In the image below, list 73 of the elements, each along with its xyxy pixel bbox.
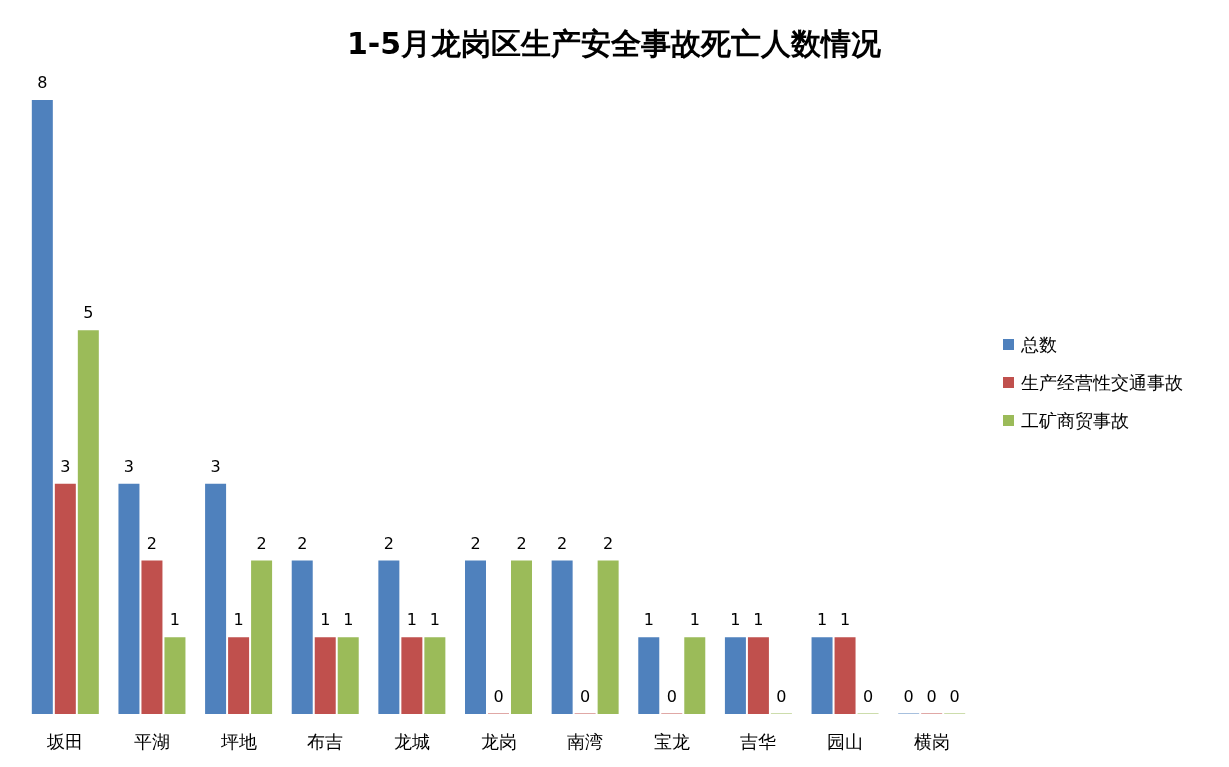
data-label: 1 <box>753 610 764 630</box>
bar <box>31 100 53 714</box>
chart-title: 1-5月龙岗区生产安全事故死亡人数情况 <box>346 26 883 61</box>
data-label: 5 <box>83 303 94 323</box>
bar <box>638 637 660 714</box>
bar <box>77 330 99 714</box>
x-tick-label: 南湾 <box>567 731 604 752</box>
x-tick-label: 横岗 <box>913 731 950 752</box>
data-label: 1 <box>730 610 741 630</box>
bar <box>164 637 186 714</box>
data-label: 1 <box>343 610 354 630</box>
data-label: 2 <box>146 533 158 553</box>
data-label: 3 <box>210 456 221 476</box>
data-label: 0 <box>580 687 591 706</box>
x-tick-label: 龙岗 <box>480 731 517 752</box>
x-tick-label: 平湖 <box>133 731 170 752</box>
x-tick-label: 宝龙 <box>653 731 690 752</box>
bar <box>118 483 140 714</box>
bar <box>684 637 706 714</box>
legend-label: 总数 <box>1020 334 1057 355</box>
data-label: 1 <box>839 610 851 630</box>
bar <box>465 560 486 714</box>
data-label: 8 <box>37 73 48 92</box>
bar <box>228 637 250 714</box>
data-label: 1 <box>689 610 700 630</box>
data-label: 1 <box>233 610 244 630</box>
bar <box>205 483 227 714</box>
data-label: 1 <box>643 610 654 630</box>
data-label: 2 <box>297 533 308 553</box>
bar <box>291 560 313 714</box>
x-tick-label: 坪地 <box>219 731 257 752</box>
bar <box>337 637 359 714</box>
bar <box>724 637 746 714</box>
data-label: 0 <box>949 687 960 706</box>
data-label: 1 <box>429 610 440 630</box>
bar <box>424 637 446 714</box>
data-label: 1 <box>406 610 417 630</box>
data-label: 1 <box>320 610 331 630</box>
bar <box>834 637 856 714</box>
data-label: 0 <box>926 687 937 706</box>
data-label: 2 <box>603 533 614 553</box>
legend-label: 工矿商贸事故 <box>1021 410 1129 431</box>
data-label: 0 <box>666 687 677 706</box>
data-label: 1 <box>816 610 828 630</box>
bar <box>597 560 619 714</box>
data-label: 0 <box>493 687 504 706</box>
data-label: 2 <box>256 533 267 553</box>
data-label: 2 <box>470 533 481 553</box>
bar <box>511 560 532 714</box>
data-label: 3 <box>60 456 71 476</box>
data-label: 2 <box>516 533 527 553</box>
data-label: 1 <box>169 610 181 630</box>
bar <box>141 560 163 714</box>
x-tick-label: 坂田 <box>46 731 84 752</box>
bar <box>747 637 769 714</box>
data-label: 2 <box>557 533 568 553</box>
data-label: 3 <box>123 456 135 476</box>
bar <box>811 637 833 714</box>
x-tick-label: 吉华 <box>740 731 777 752</box>
x-tick-label: 布吉 <box>307 731 344 752</box>
legend-label: 生产经营性交通事故 <box>1021 372 1183 393</box>
bar <box>314 637 336 714</box>
x-tick-label: 龙城 <box>393 731 430 752</box>
data-label: 0 <box>862 687 874 706</box>
bar <box>251 560 273 714</box>
data-label: 0 <box>776 687 787 706</box>
bar <box>551 560 573 714</box>
x-tick-label: 园山 <box>827 731 864 752</box>
bar <box>54 483 76 714</box>
bar <box>401 637 423 714</box>
data-label: 0 <box>903 687 914 706</box>
data-label: 2 <box>383 533 394 553</box>
bar <box>378 560 400 714</box>
